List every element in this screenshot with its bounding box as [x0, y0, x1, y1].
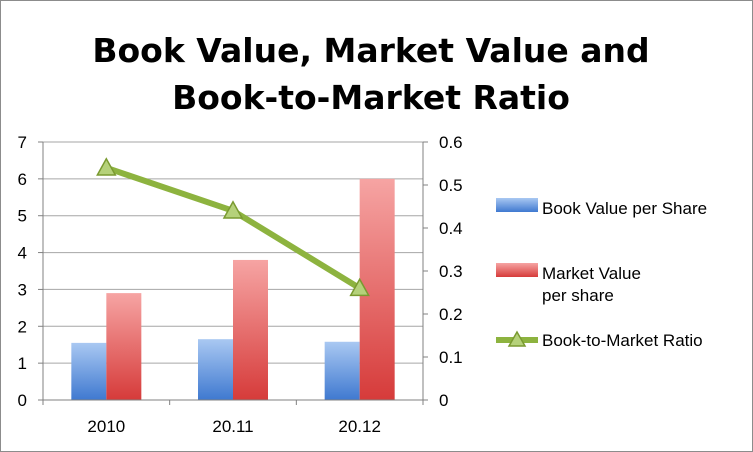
y-right-tick-label: 0.4	[439, 219, 463, 238]
legend: Book Value per Share Market Value per shar…	[496, 198, 707, 350]
y-right-tick-label: 0	[439, 391, 448, 410]
book-value-bar	[71, 342, 107, 400]
y-left-tick-label: 0	[18, 391, 27, 410]
legend-label-ratio: Book-to-Market Ratio	[542, 331, 703, 350]
x-tick-label: 20.11	[212, 417, 253, 436]
book-value-bar	[198, 339, 233, 400]
y-right-tick-label: 0.2	[439, 305, 463, 324]
book-value-bar	[324, 341, 360, 400]
y-right-tick-label: 0.3	[439, 262, 463, 281]
x-tick-label: 20.12	[338, 417, 381, 436]
legend-key-book-value	[496, 198, 538, 212]
y-left-tick-label: 6	[18, 170, 27, 189]
bars	[71, 178, 395, 400]
ratio-point-marker	[222, 200, 244, 219]
axes	[38, 141, 428, 405]
y-right-tick-label: 0.6	[439, 133, 463, 152]
market-value-bar	[106, 293, 142, 400]
legend-key-ratio-marker	[507, 330, 527, 347]
market-value-bar	[233, 259, 268, 400]
legend-label-book-value: Book Value per Share	[542, 199, 707, 218]
y-left-tick-label: 4	[18, 244, 27, 263]
ratio-point-marker	[96, 157, 117, 176]
y-left-tick-label: 2	[18, 317, 27, 336]
x-tick-label: 2010	[87, 417, 125, 436]
chart-title: Book Value, Market Value and Book-to-Mar…	[92, 31, 650, 117]
y-left-tick-label: 1	[18, 354, 27, 373]
ratio-line-series	[96, 157, 370, 297]
legend-label-market-value: Market Value per share	[542, 264, 641, 305]
y-left-tick-label: 5	[18, 207, 27, 226]
y-left-tick-label: 7	[18, 133, 27, 152]
y-right-tick-label: 0.1	[439, 348, 463, 367]
legend-key-market-value	[496, 263, 538, 277]
ratio-point-marker	[349, 277, 370, 297]
y-right-tick-label: 0.5	[439, 176, 463, 195]
tick-labels: 0 1 2 3 4 5 6 7 0 0.1 0.2 0.3 0.4 0.5 0.6 2010 20.11 20.1…	[18, 133, 463, 436]
y-left-tick-label: 3	[18, 280, 27, 299]
